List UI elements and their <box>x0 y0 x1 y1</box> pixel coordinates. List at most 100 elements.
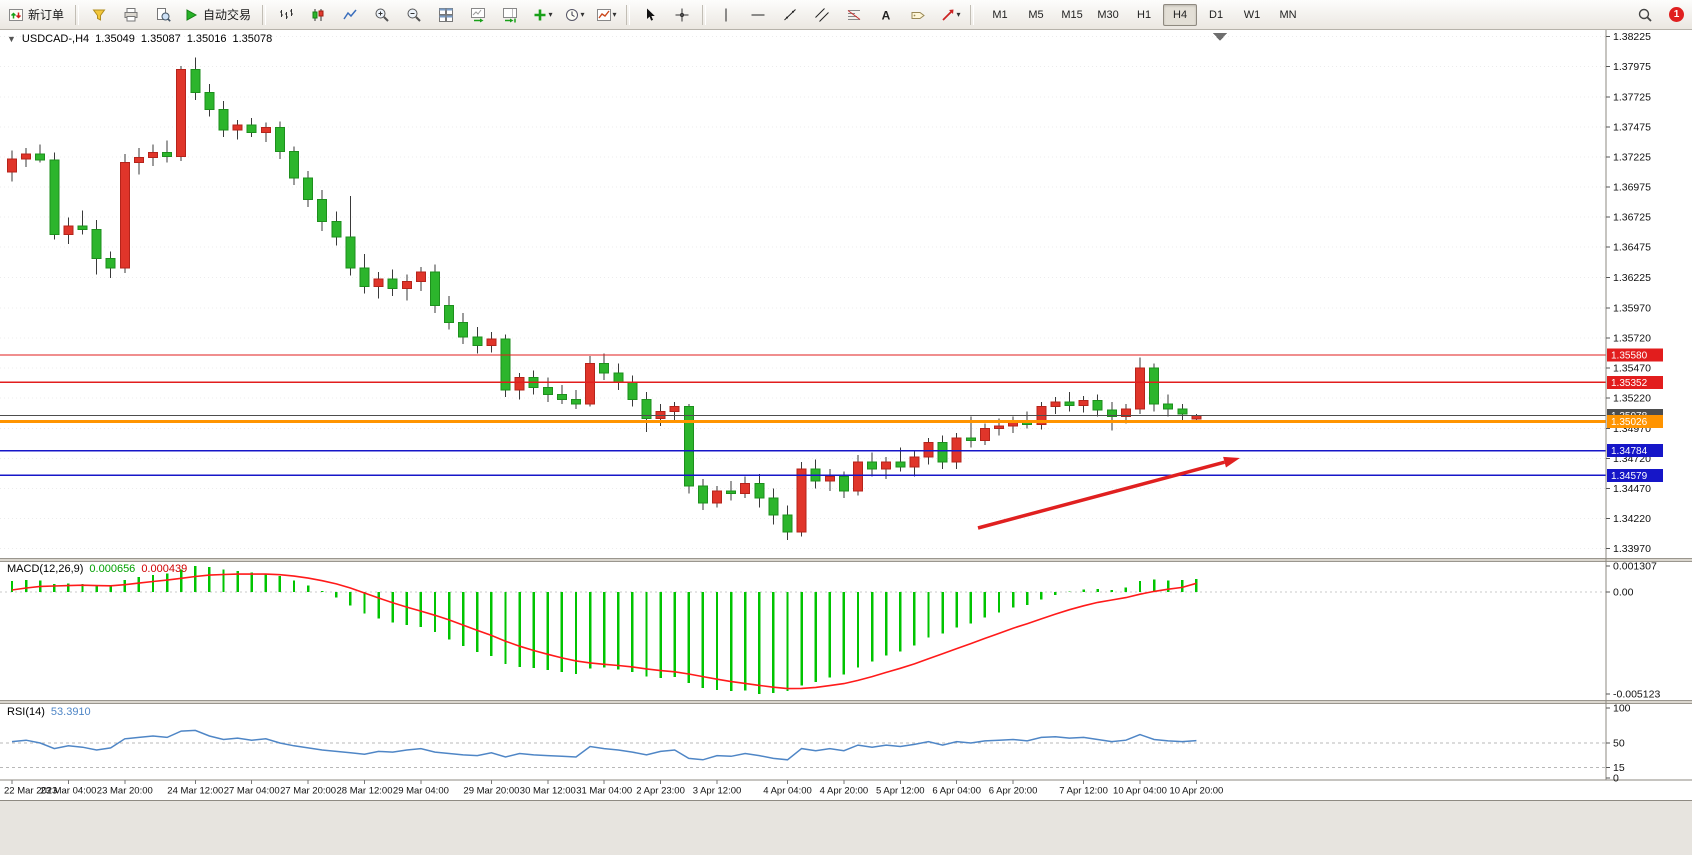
arrows-tool-button[interactable]: ▾ <box>934 3 966 27</box>
timeframe-mn-button[interactable]: MN <box>1279 8 1297 21</box>
chart-canvas[interactable]: 1.38225 1.37975 1.37725 1.37475 1.37225 1.369… <box>0 30 1692 800</box>
candlestick-icon <box>312 8 324 21</box>
channel-tool-button[interactable] <box>806 3 838 27</box>
price-tag <box>1607 375 1663 389</box>
print-button[interactable] <box>115 3 147 27</box>
cursor-button[interactable] <box>634 3 666 27</box>
pane-splitter[interactable] <box>0 558 1692 562</box>
time-axis-label: 23 Mar 20:00 <box>97 786 153 797</box>
vertical-line-tool-button[interactable] <box>710 3 742 27</box>
search-button[interactable] <box>1629 3 1661 27</box>
time-axis-label: 29 Mar 04:00 <box>393 786 449 797</box>
auto-scroll-button[interactable] <box>462 3 494 27</box>
price-axis-label: 1.35220 <box>1613 393 1651 405</box>
time-axis-label: 10 Apr 04:00 <box>1113 786 1167 797</box>
collapse-chart-icon[interactable]: ▼ <box>7 34 16 44</box>
trendline-icon <box>784 8 796 20</box>
rsi-label: RSI(14) <box>7 706 45 718</box>
text-icon: A <box>882 8 891 22</box>
toolbar-separator <box>75 4 80 25</box>
zoom-in-button[interactable] <box>366 3 398 27</box>
zoom-out-icon <box>407 8 421 22</box>
clock-icon <box>565 8 578 21</box>
rsi-line <box>11 729 1197 761</box>
timeframe-h4-button[interactable]: H4 <box>1163 3 1198 26</box>
print-preview-button[interactable] <box>147 3 179 27</box>
chart-window: 1.38225 1.37975 1.37725 1.37475 1.37225 1.369… <box>0 30 1692 801</box>
pane-splitter[interactable] <box>0 700 1692 704</box>
rsi-header: RSI(14) 53.3910 <box>7 706 91 718</box>
price-tag <box>1607 415 1663 429</box>
indicators-button[interactable]: ▾ <box>526 3 558 27</box>
time-axis-label: 31 Mar 04:00 <box>576 786 632 797</box>
notification-badge[interactable]: 1 <box>1669 7 1684 22</box>
periods-button[interactable]: ▾ <box>558 3 590 27</box>
price-axis-label: 1.37975 <box>1613 61 1651 73</box>
new-order-label: 新订单 <box>28 8 65 22</box>
toolbar-separator <box>626 4 631 25</box>
candlesticks <box>7 57 1202 541</box>
time-axis-label: 4 Apr 20:00 <box>820 786 869 797</box>
svg-text:A: A <box>882 8 891 22</box>
ohlc-high: 1.35087 <box>140 33 181 45</box>
funnel-icon <box>92 9 106 21</box>
price-axis-label: 1.36725 <box>1613 212 1651 224</box>
arrow-object-icon <box>941 9 954 21</box>
time-axis-label: 7 Apr 12:00 <box>1059 786 1108 797</box>
macd-signal-value: 0.000439 <box>141 563 188 575</box>
timeframe-m30-button[interactable]: M30 <box>1097 8 1119 21</box>
new-order-button[interactable]: 新订单 <box>4 3 71 27</box>
ohlc-close: 1.35078 <box>232 33 273 45</box>
macd-axis-label: 0.00 <box>1613 587 1634 599</box>
new-order-icon <box>9 8 23 21</box>
trendline-tool-button[interactable] <box>774 3 806 27</box>
tile-windows-icon <box>439 7 454 22</box>
horizontal-line-icon <box>751 14 765 15</box>
time-axis-label: 27 Mar 20:00 <box>280 786 336 797</box>
timeframe-m1-button[interactable]: M1 <box>992 8 1008 21</box>
time-axis-label: 27 Mar 04:00 <box>224 786 280 797</box>
price-tag-value: 1.34579 <box>1611 471 1648 482</box>
price-axis-label: 1.34470 <box>1613 483 1651 495</box>
rsi-axis-label: 50 <box>1613 738 1625 750</box>
chart-shift-button[interactable] <box>494 3 526 27</box>
tile-windows-button[interactable] <box>430 3 462 27</box>
zoom-out-button[interactable] <box>398 3 430 27</box>
price-tag <box>1607 468 1663 482</box>
auto-trading-button[interactable]: 自动交易 <box>179 3 258 27</box>
fibonacci-tool-button[interactable] <box>838 3 870 27</box>
rsi-axis-label: 100 <box>1613 703 1631 715</box>
text-tool-button[interactable]: A <box>870 3 902 27</box>
time-axis-label: 6 Apr 20:00 <box>989 786 1038 797</box>
price-axis-label: 1.36475 <box>1613 242 1651 254</box>
trend-arrow-annotation[interactable] <box>977 456 1240 530</box>
macd-header: MACD(12,26,9) 0.000656 0.000439 <box>7 563 187 575</box>
templates-button[interactable]: ▾ <box>590 3 622 27</box>
chart-shift-marker[interactable] <box>1213 33 1227 41</box>
timeframe-h1-button[interactable]: H1 <box>1137 8 1152 21</box>
toolbar-separator <box>970 4 975 25</box>
filter-button[interactable] <box>83 3 115 27</box>
timeframe-m5-button[interactable]: M5 <box>1028 8 1044 21</box>
time-axis-label: 22 Mar 2023 <box>4 786 57 797</box>
timeframe-m15-button[interactable]: M15 <box>1061 8 1083 21</box>
chevron-down-icon: ▾ <box>580 10 585 19</box>
timeframe-w1-button[interactable]: W1 <box>1243 8 1261 21</box>
crosshair-button[interactable] <box>666 3 698 27</box>
candlestick-chart-button[interactable] <box>302 3 334 27</box>
price-axis-label: 1.38225 <box>1613 31 1651 43</box>
template-chart-icon <box>596 8 611 21</box>
time-axis-label: 28 Mar 12:00 <box>337 786 393 797</box>
time-axis-label: 10 Apr 20:00 <box>1169 786 1223 797</box>
time-axis-label: 3 Apr 12:00 <box>693 786 742 797</box>
horizontal-line-tool-button[interactable] <box>742 3 774 27</box>
chart-shift-icon <box>503 7 518 22</box>
bar-chart-button[interactable] <box>270 3 302 27</box>
rsi-axis-label: 0 <box>1613 773 1619 785</box>
line-chart-button[interactable] <box>334 3 366 27</box>
price-axis-label: 1.37725 <box>1613 91 1651 103</box>
text-label-tool-button[interactable] <box>902 3 934 27</box>
time-axis-label: 24 Mar 12:00 <box>167 786 223 797</box>
macd-axis-label: -0.005123 <box>1613 689 1660 701</box>
timeframe-d1-button[interactable]: D1 <box>1209 8 1224 21</box>
